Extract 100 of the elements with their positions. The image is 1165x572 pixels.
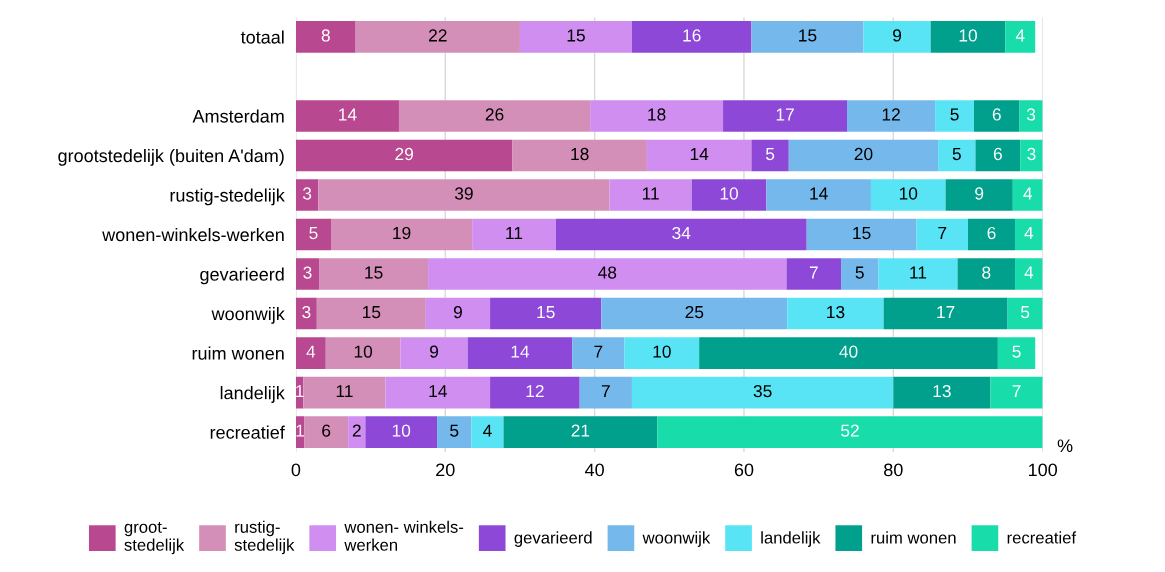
data-label: 9: [893, 29, 902, 42]
data-label: 11: [642, 187, 659, 200]
data-label: 17: [776, 108, 794, 121]
bar: [348, 416, 366, 448]
x-tick-label: 100: [1028, 463, 1058, 477]
data-label: 6: [993, 147, 1002, 161]
legend-label: rustig- stedelijk: [234, 520, 295, 555]
bar: [295, 258, 320, 290]
bar: [691, 179, 767, 211]
data-label: 15: [363, 306, 381, 319]
bar: [295, 218, 332, 251]
data-label: 5: [1012, 345, 1021, 358]
data-label: 7: [809, 266, 818, 279]
y-tick-label: gevarieerd: [200, 267, 284, 285]
data-label: 13: [933, 384, 951, 398]
data-label: 2: [352, 424, 361, 437]
data-label: 20: [854, 147, 873, 161]
legend-label: ruim wonen: [871, 531, 956, 544]
bar: [385, 376, 491, 409]
data-label: 21: [571, 424, 590, 437]
data-label: 19: [393, 226, 411, 240]
data-label: 6: [987, 226, 996, 240]
bar: [295, 337, 326, 369]
bar: [699, 337, 998, 369]
bar: [512, 139, 647, 172]
data-label: 13: [827, 305, 845, 319]
data-label: 29: [395, 147, 414, 161]
data-label: 4: [483, 424, 492, 437]
bar: [1005, 21, 1036, 53]
bar: [437, 416, 472, 448]
bar: [916, 218, 968, 251]
data-label: 22: [429, 29, 447, 42]
bar: [331, 218, 473, 251]
data-label: 40: [839, 345, 858, 358]
bar: [786, 258, 842, 290]
data-label: 7: [1012, 385, 1021, 398]
bar: [318, 179, 610, 211]
bar: [870, 179, 946, 211]
data-label: 10: [720, 187, 739, 200]
legend-label: recreatief: [1007, 531, 1077, 544]
data-label: 15: [799, 29, 817, 42]
y-tick-label: recreatief: [210, 425, 285, 439]
y-tick-label: grootstedelijk (buiten A'dam): [58, 148, 284, 166]
data-label: 9: [975, 187, 984, 200]
bar: [295, 179, 319, 211]
data-label: 15: [567, 29, 585, 42]
bar: [316, 297, 426, 330]
data-label: 10: [959, 29, 977, 42]
bar: [766, 179, 871, 211]
bar: [624, 337, 700, 369]
data-label: 15: [853, 227, 871, 240]
y-tick-label: landelijk: [220, 386, 285, 403]
bar: [973, 100, 1020, 132]
bar: [975, 139, 1021, 172]
bar: [503, 416, 658, 448]
bar: [883, 297, 1008, 330]
data-label: 3: [302, 305, 311, 319]
bar: [1020, 139, 1043, 172]
data-label: 4: [306, 345, 316, 358]
data-label: 7: [938, 227, 947, 240]
x-tick-label: 40: [584, 463, 604, 477]
data-label: 5: [450, 424, 459, 437]
bar: [490, 376, 580, 409]
bar: [303, 376, 386, 409]
legend-label: woonwijk: [642, 531, 711, 547]
bar: [295, 100, 399, 132]
bar: [893, 376, 991, 409]
data-label: 3: [1026, 108, 1036, 121]
bar: [1015, 258, 1043, 290]
bar: [428, 258, 787, 290]
bar: [355, 21, 520, 53]
bar: [631, 21, 752, 53]
data-label: 17: [937, 306, 955, 319]
data-label: 1: [296, 424, 304, 437]
data-label: 6: [322, 424, 331, 437]
data-label: 3: [302, 187, 312, 200]
bar: [878, 258, 958, 290]
bar: [472, 218, 556, 251]
bar: [490, 297, 602, 330]
bar: [572, 337, 625, 369]
bar: [788, 139, 939, 172]
bar: [646, 139, 752, 172]
legend-label: gevarieerd: [514, 531, 592, 547]
data-label: 6: [992, 108, 1001, 121]
data-label: 10: [899, 187, 918, 200]
data-label: 4: [1015, 29, 1025, 42]
bar: [657, 416, 1043, 448]
bar: [997, 337, 1036, 369]
data-label: 25: [685, 305, 704, 319]
bar: [787, 297, 884, 330]
data-label: 5: [950, 108, 959, 121]
bar: [631, 376, 894, 409]
bar: [365, 416, 438, 448]
data-label: 3: [1027, 147, 1036, 161]
bar: [295, 21, 356, 53]
data-label: 12: [882, 108, 900, 121]
bar: [751, 21, 864, 53]
data-label: 10: [354, 345, 373, 358]
bar: [398, 100, 591, 132]
legend-label: groot- stedelijk: [124, 521, 185, 555]
